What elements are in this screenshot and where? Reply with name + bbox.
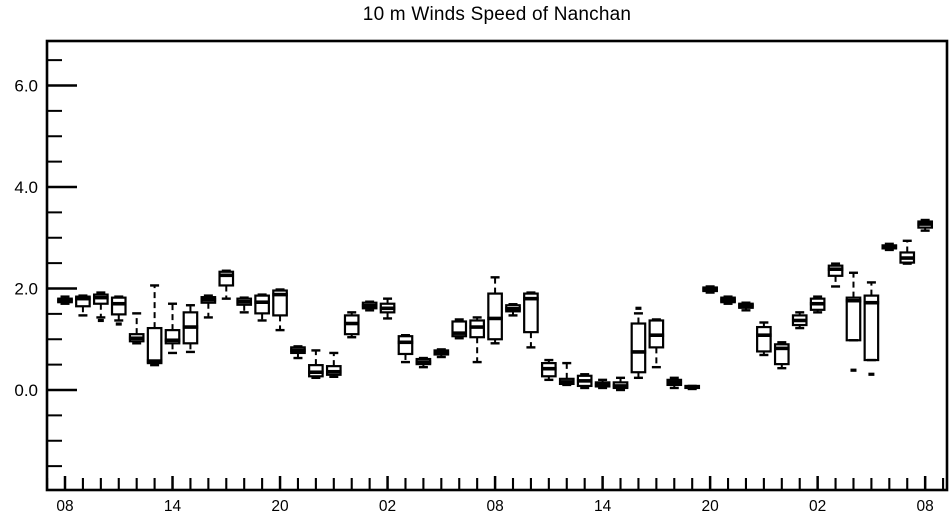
x-tick-label: 20 xyxy=(271,498,289,515)
box-09-hour-17 xyxy=(218,269,235,300)
box-47-hour-07 xyxy=(899,239,916,265)
box-37-hour-21 xyxy=(720,295,736,305)
x-tick-label: 20 xyxy=(701,498,719,515)
iqr-box xyxy=(272,289,288,317)
x-tick-label: 08 xyxy=(486,498,503,515)
box-01-hour-09 xyxy=(75,294,91,317)
box-38-hour-22 xyxy=(738,301,754,312)
box-08-hour-16 xyxy=(200,294,217,319)
box-35-hour-19 xyxy=(684,384,701,391)
box-00-hour-08 xyxy=(57,295,73,305)
box-25-hour-09 xyxy=(505,303,521,317)
iqr-box xyxy=(863,294,880,362)
box-46-hour-06 xyxy=(881,242,898,252)
iqr-box xyxy=(451,320,468,338)
y-tick-label: 0.0 xyxy=(14,381,38,400)
box-18-hour-02 xyxy=(379,297,396,320)
box-43-hour-03 xyxy=(827,262,844,288)
x-tick-label: 02 xyxy=(809,498,826,515)
x-tick-label: 02 xyxy=(379,498,396,515)
iqr-box xyxy=(756,325,772,353)
box-22-hour-06 xyxy=(451,318,468,340)
box-10-hour-18 xyxy=(236,296,253,314)
box-29-hour-13 xyxy=(576,373,593,390)
box-17-hour-01 xyxy=(361,300,378,312)
box-40-hour-00 xyxy=(773,341,790,370)
box-45-hour-05 xyxy=(863,281,880,376)
outlier-marker xyxy=(115,322,122,326)
box-24-hour-08 xyxy=(487,276,503,345)
box-30-hour-14 xyxy=(594,378,611,390)
chart-title: 10 m Winds Speed of Nanchan xyxy=(362,4,632,25)
iqr-box xyxy=(487,292,503,341)
x-tick-label: 14 xyxy=(594,498,612,515)
iqr-box xyxy=(397,335,414,356)
box-16-hour-00 xyxy=(343,311,360,339)
box-42-hour-02 xyxy=(809,295,826,314)
box-23-hour-07 xyxy=(469,316,486,364)
iqr-box xyxy=(146,326,163,365)
box-21-hour-05 xyxy=(433,348,450,359)
y-tick-label: 2.0 xyxy=(14,280,38,299)
box-31-hour-15 xyxy=(612,376,629,392)
box-06-hour-14 xyxy=(164,302,181,355)
y-tick-label: 4.0 xyxy=(14,178,38,197)
box-11-hour-19 xyxy=(254,293,270,322)
x-tick-label: 08 xyxy=(917,498,934,515)
iqr-box xyxy=(75,295,91,308)
box-41-hour-01 xyxy=(791,311,808,330)
x-tick-label: 08 xyxy=(56,498,73,515)
y-tick-label: 6.0 xyxy=(14,77,38,96)
box-19-hour-03 xyxy=(397,333,414,364)
plot-frame xyxy=(45,39,949,492)
box-07-hour-15 xyxy=(182,304,199,354)
box-03-hour-11 xyxy=(110,295,127,326)
box-04-hour-12 xyxy=(128,312,145,345)
outlier-marker xyxy=(868,372,875,376)
box-32-hour-16 xyxy=(630,306,647,380)
iqr-box xyxy=(773,343,790,366)
box-36-hour-20 xyxy=(702,285,718,294)
iqr-box xyxy=(164,329,181,345)
box-12-hour-20 xyxy=(272,288,288,332)
outlier-marker xyxy=(97,318,104,323)
iqr-box xyxy=(630,322,647,374)
box-26-hour-10 xyxy=(523,291,539,349)
box-28-hour-12 xyxy=(558,361,575,387)
box-15-hour-23 xyxy=(325,351,342,379)
box-20-hour-04 xyxy=(415,356,432,369)
iqr-box xyxy=(110,296,127,316)
iqr-box xyxy=(218,270,235,287)
iqr-box xyxy=(523,292,539,334)
box-33-hour-17 xyxy=(648,318,665,369)
x-tick-label: 14 xyxy=(164,498,182,515)
box-27-hour-11 xyxy=(540,358,557,382)
outlier-marker xyxy=(850,368,857,372)
box-05-hour-13 xyxy=(146,284,163,367)
box-34-hour-18 xyxy=(666,376,683,390)
outlier-marker xyxy=(635,306,642,310)
box-02-hour-10 xyxy=(92,291,109,323)
box-39-hour-23 xyxy=(756,321,772,357)
box-13-hour-21 xyxy=(290,345,306,360)
iqr-box xyxy=(845,296,862,342)
box-14-hour-22 xyxy=(308,349,324,380)
box-48-hour-08 xyxy=(917,218,934,232)
box-44-hour-04 xyxy=(845,271,862,372)
iqr-box xyxy=(254,294,270,315)
